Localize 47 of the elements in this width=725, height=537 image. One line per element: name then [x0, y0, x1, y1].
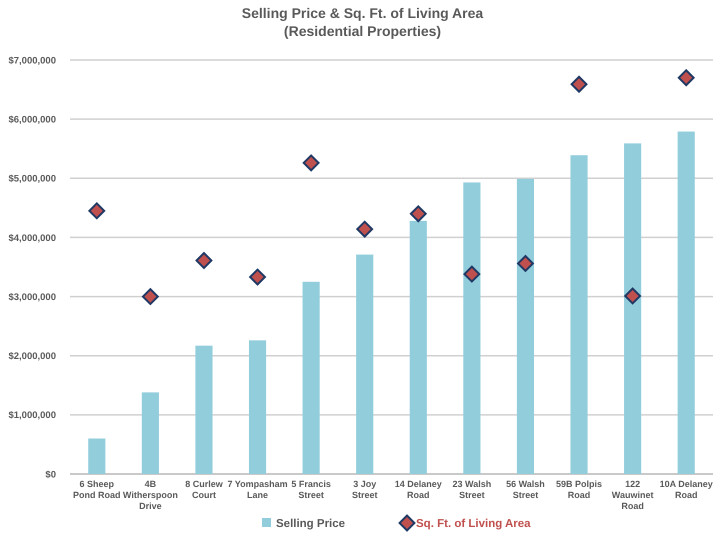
point: [570, 76, 588, 93]
point: [678, 69, 695, 86]
point: [356, 220, 374, 238]
bar: [570, 155, 588, 474]
bar: [463, 182, 480, 474]
y-tick-label: $6,000,000: [8, 114, 56, 126]
x-tick-label: 23 Walsh Street: [452, 479, 492, 500]
point: [302, 154, 320, 172]
x-tick-label: 4B Witherspoon Drive: [122, 479, 178, 511]
y-tick-label: $7,000,000: [8, 55, 56, 66]
x-tick-label: 10A Delaney Road: [660, 479, 713, 500]
y-tick-label: $5,000,000: [8, 174, 56, 185]
y-tick-label: $4,000,000: [8, 232, 56, 244]
x-tick-label: 14 Delaney Road: [394, 479, 442, 500]
bar: [195, 346, 213, 474]
x-tick-label: 3 Joy Street: [352, 479, 378, 500]
point: [463, 266, 480, 283]
x-tick-label: 56 Walsh Street: [506, 479, 545, 500]
legend-label: Sq. Ft. of Living Area: [416, 518, 532, 530]
point: [517, 255, 534, 272]
chart-title: Selling Price & Sq. Ft. of Living Area (Residential Properties): [242, 5, 484, 39]
x-tick-label: 59B Polpis Road: [556, 479, 602, 500]
bar: [302, 282, 320, 474]
bar: [410, 220, 427, 474]
point: [196, 252, 212, 269]
bar: [624, 143, 642, 474]
y-tick-label: $3,000,000: [8, 292, 56, 303]
x-tick-label: 5 Francis Street: [291, 479, 331, 500]
bar: [142, 392, 159, 474]
x-tick-label: 6 Sheep Pond Road: [73, 479, 121, 500]
point: [249, 268, 266, 286]
y-tick-label: $1,000,000: [8, 410, 56, 422]
x-tick-label: 8 Curlew Court: [185, 479, 224, 500]
x-tick-label: 7 Yompasham Lane: [227, 479, 288, 500]
bar: [248, 340, 266, 474]
point: [410, 205, 427, 222]
bar: [516, 178, 534, 474]
legend-label: Selling Price: [276, 518, 346, 530]
point: [142, 288, 159, 305]
y-tick-label: $0: [45, 469, 56, 480]
x-tick-label: 122 Wauwinet Road: [612, 479, 654, 511]
point: [88, 202, 106, 220]
point: [624, 288, 642, 304]
bar: [678, 132, 695, 474]
bar: [356, 254, 374, 474]
bar: [88, 438, 106, 474]
y-tick-label: $2,000,000: [8, 351, 56, 362]
